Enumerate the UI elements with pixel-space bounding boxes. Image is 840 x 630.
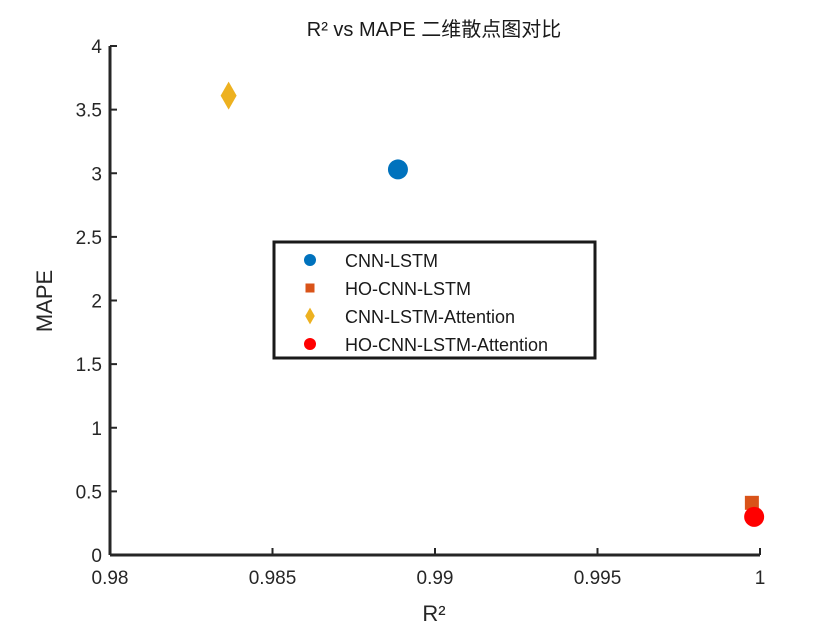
- y-tick-label: 0.5: [76, 482, 102, 503]
- y-tick-label: 2.5: [76, 228, 102, 249]
- legend-label-cnn-lstm: CNN-LSTM: [345, 251, 438, 271]
- y-axis-label: MAPE: [32, 270, 57, 332]
- legend-marker-cnn-lstm: [304, 254, 316, 266]
- point-ho-cnn-lstm: [744, 495, 759, 510]
- y-tick-label: 1.5: [76, 355, 102, 376]
- x-tick-label: 0.985: [249, 568, 297, 589]
- legend-marker-ho-cnn-lstm: [305, 283, 315, 293]
- y-tick-label: 3: [91, 164, 102, 185]
- point-cnn-lstm: [387, 159, 408, 180]
- axes: 0.98 0.985 0.99 0.995 1 0 0.5 1 1.5 2 2.5 3 3.5 4: [76, 37, 766, 589]
- x-tick-label: 1: [755, 568, 766, 589]
- legend-label-ho-cnn-lstm: HO-CNN-LSTM: [345, 279, 471, 299]
- x-tick-label: 0.98: [92, 568, 129, 589]
- legend-box: [272, 240, 597, 360]
- y-tick-label: 3.5: [76, 101, 102, 122]
- watermark: 知乎 @机器学习之心: [642, 587, 819, 609]
- legend-label-cnn-lstm-attention: CNN-LSTM-Attention: [345, 307, 515, 327]
- y-tick-label: 0: [91, 546, 102, 567]
- y-tick-label: 1: [91, 419, 102, 440]
- point-ho-cnn-lstm-attention: [744, 506, 765, 527]
- legend-marker-ho-cnn-lstm-attention: [304, 338, 316, 350]
- data-points: [220, 81, 765, 527]
- legend-marker-cnn-lstm-attention: [305, 307, 315, 325]
- y-tick-label: 2: [91, 292, 102, 313]
- x-tick-label: 0.99: [417, 568, 454, 589]
- point-cnn-lstm-attention: [220, 81, 237, 110]
- x-tick-label: 0.995: [574, 568, 622, 589]
- y-tick-label: 4: [91, 37, 102, 58]
- legend: CNN-LSTM HO-CNN-LSTM CNN-LSTM-Attention HO-…: [272, 240, 597, 360]
- chart-title: R² vs MAPE 二维散点图对比: [307, 18, 561, 41]
- x-axis-label: R²: [422, 601, 445, 626]
- legend-label-ho-cnn-lstm-attention: HO-CNN-LSTM-Attention: [345, 335, 548, 355]
